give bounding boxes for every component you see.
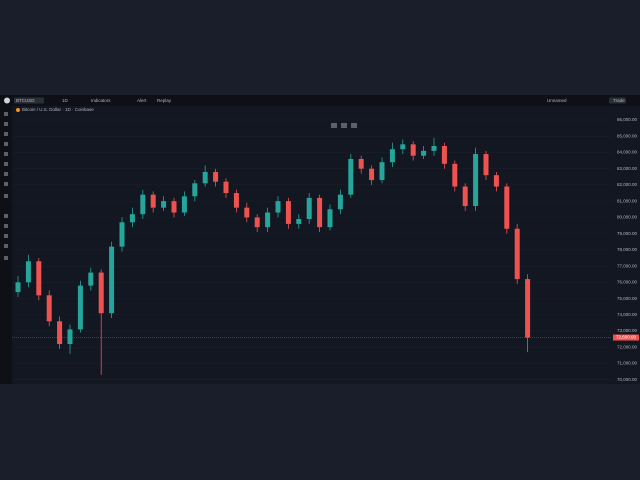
candle-body <box>25 261 31 283</box>
symbol-box[interactable] <box>14 97 44 104</box>
y-tick-label: 72,000.00 <box>617 344 638 349</box>
candle-body <box>181 196 187 213</box>
candle-body <box>223 181 229 194</box>
candle-body <box>421 150 427 156</box>
y-tick-label: 84,000.00 <box>617 150 638 155</box>
center-controls[interactable] <box>331 123 357 128</box>
y-tick-label: 77,000.00 <box>617 263 638 268</box>
candle-body <box>337 194 343 210</box>
candle-body <box>129 214 135 223</box>
candle-body <box>462 186 468 207</box>
candle-body <box>452 163 458 187</box>
price-axis <box>612 106 640 384</box>
candle-body <box>317 197 323 228</box>
candle-body <box>233 193 239 208</box>
candle-body <box>369 168 375 181</box>
symbol-icon <box>16 108 20 112</box>
candle-body <box>57 321 63 345</box>
candle-body <box>265 212 271 228</box>
y-tick-label: 86,000.00 <box>617 117 638 122</box>
candle-body <box>244 207 250 218</box>
candle-body <box>119 222 125 247</box>
candle-body <box>77 285 83 330</box>
candle-body <box>213 171 219 182</box>
trade-button[interactable] <box>609 97 626 104</box>
candle-body <box>379 162 385 181</box>
toolbar-button[interactable]: Replay <box>157 98 172 103</box>
candle-body <box>493 175 499 187</box>
symbol[interactable]: BTCUSD <box>16 98 35 103</box>
candle-body <box>514 228 520 280</box>
candle-body <box>504 186 510 229</box>
candle-body <box>327 209 333 228</box>
y-tick-label: 79,000.00 <box>617 231 638 236</box>
candle-body <box>483 154 489 176</box>
trade-label[interactable]: Trade <box>613 98 625 103</box>
candle-body <box>36 261 42 296</box>
candle-body <box>525 279 531 338</box>
candle-body <box>192 183 198 197</box>
y-tick-label: 70,000.00 <box>617 377 638 382</box>
candle-body <box>109 246 115 314</box>
y-tick-label: 76,000.00 <box>617 280 638 285</box>
candle-body <box>473 154 479 207</box>
y-tick-label: 71,000.00 <box>617 361 638 366</box>
tool-icons <box>4 112 8 260</box>
layout-name[interactable]: Unnamed <box>547 98 567 103</box>
top-toolbar <box>0 95 640 106</box>
candle-body <box>202 171 208 184</box>
candle-body <box>348 158 354 195</box>
toolbar-button[interactable]: Indicators <box>91 98 111 103</box>
candle-body <box>441 145 447 164</box>
last-price-box <box>613 334 639 341</box>
last-price-label: 72,600.00 <box>616 335 637 340</box>
candle-body <box>88 272 94 286</box>
candle-body <box>161 201 167 208</box>
toolbar-button[interactable]: Alert <box>137 98 147 103</box>
y-tick-label: 81,000.00 <box>617 198 638 203</box>
candle-body <box>140 194 146 215</box>
y-tick-label: 83,000.00 <box>617 166 638 171</box>
candle-body <box>171 201 177 213</box>
chart-title: Bitcoin / U.S. Dollar · 1D · Coinbase <box>22 107 94 112</box>
y-tick-label: 82,000.00 <box>617 182 638 187</box>
candle-body <box>358 158 364 169</box>
y-tick-label: 80,000.00 <box>617 215 638 220</box>
candle-body <box>67 329 73 345</box>
candle-body <box>296 219 302 224</box>
candle-body <box>431 145 437 151</box>
y-tick-label: 74,000.00 <box>617 312 638 317</box>
candle-body <box>400 144 406 150</box>
y-tick-label: 78,000.00 <box>617 247 638 252</box>
candle-body <box>98 272 104 314</box>
candle-body <box>410 144 416 156</box>
y-tick-label: 75,000.00 <box>617 296 638 301</box>
candle-body <box>15 282 21 293</box>
logo[interactable] <box>4 97 10 104</box>
candle-body <box>46 295 52 322</box>
candle-body <box>150 194 156 208</box>
candle-body <box>285 201 291 224</box>
y-tick-label: 73,000.00 <box>617 328 638 333</box>
candle-body <box>389 149 395 163</box>
candle-body <box>306 197 312 220</box>
window-bg <box>0 95 640 384</box>
interval[interactable]: 1D <box>62 98 69 103</box>
y-tick-label: 85,000.00 <box>617 133 638 138</box>
candle-body <box>275 201 281 213</box>
candle-body <box>254 217 260 228</box>
